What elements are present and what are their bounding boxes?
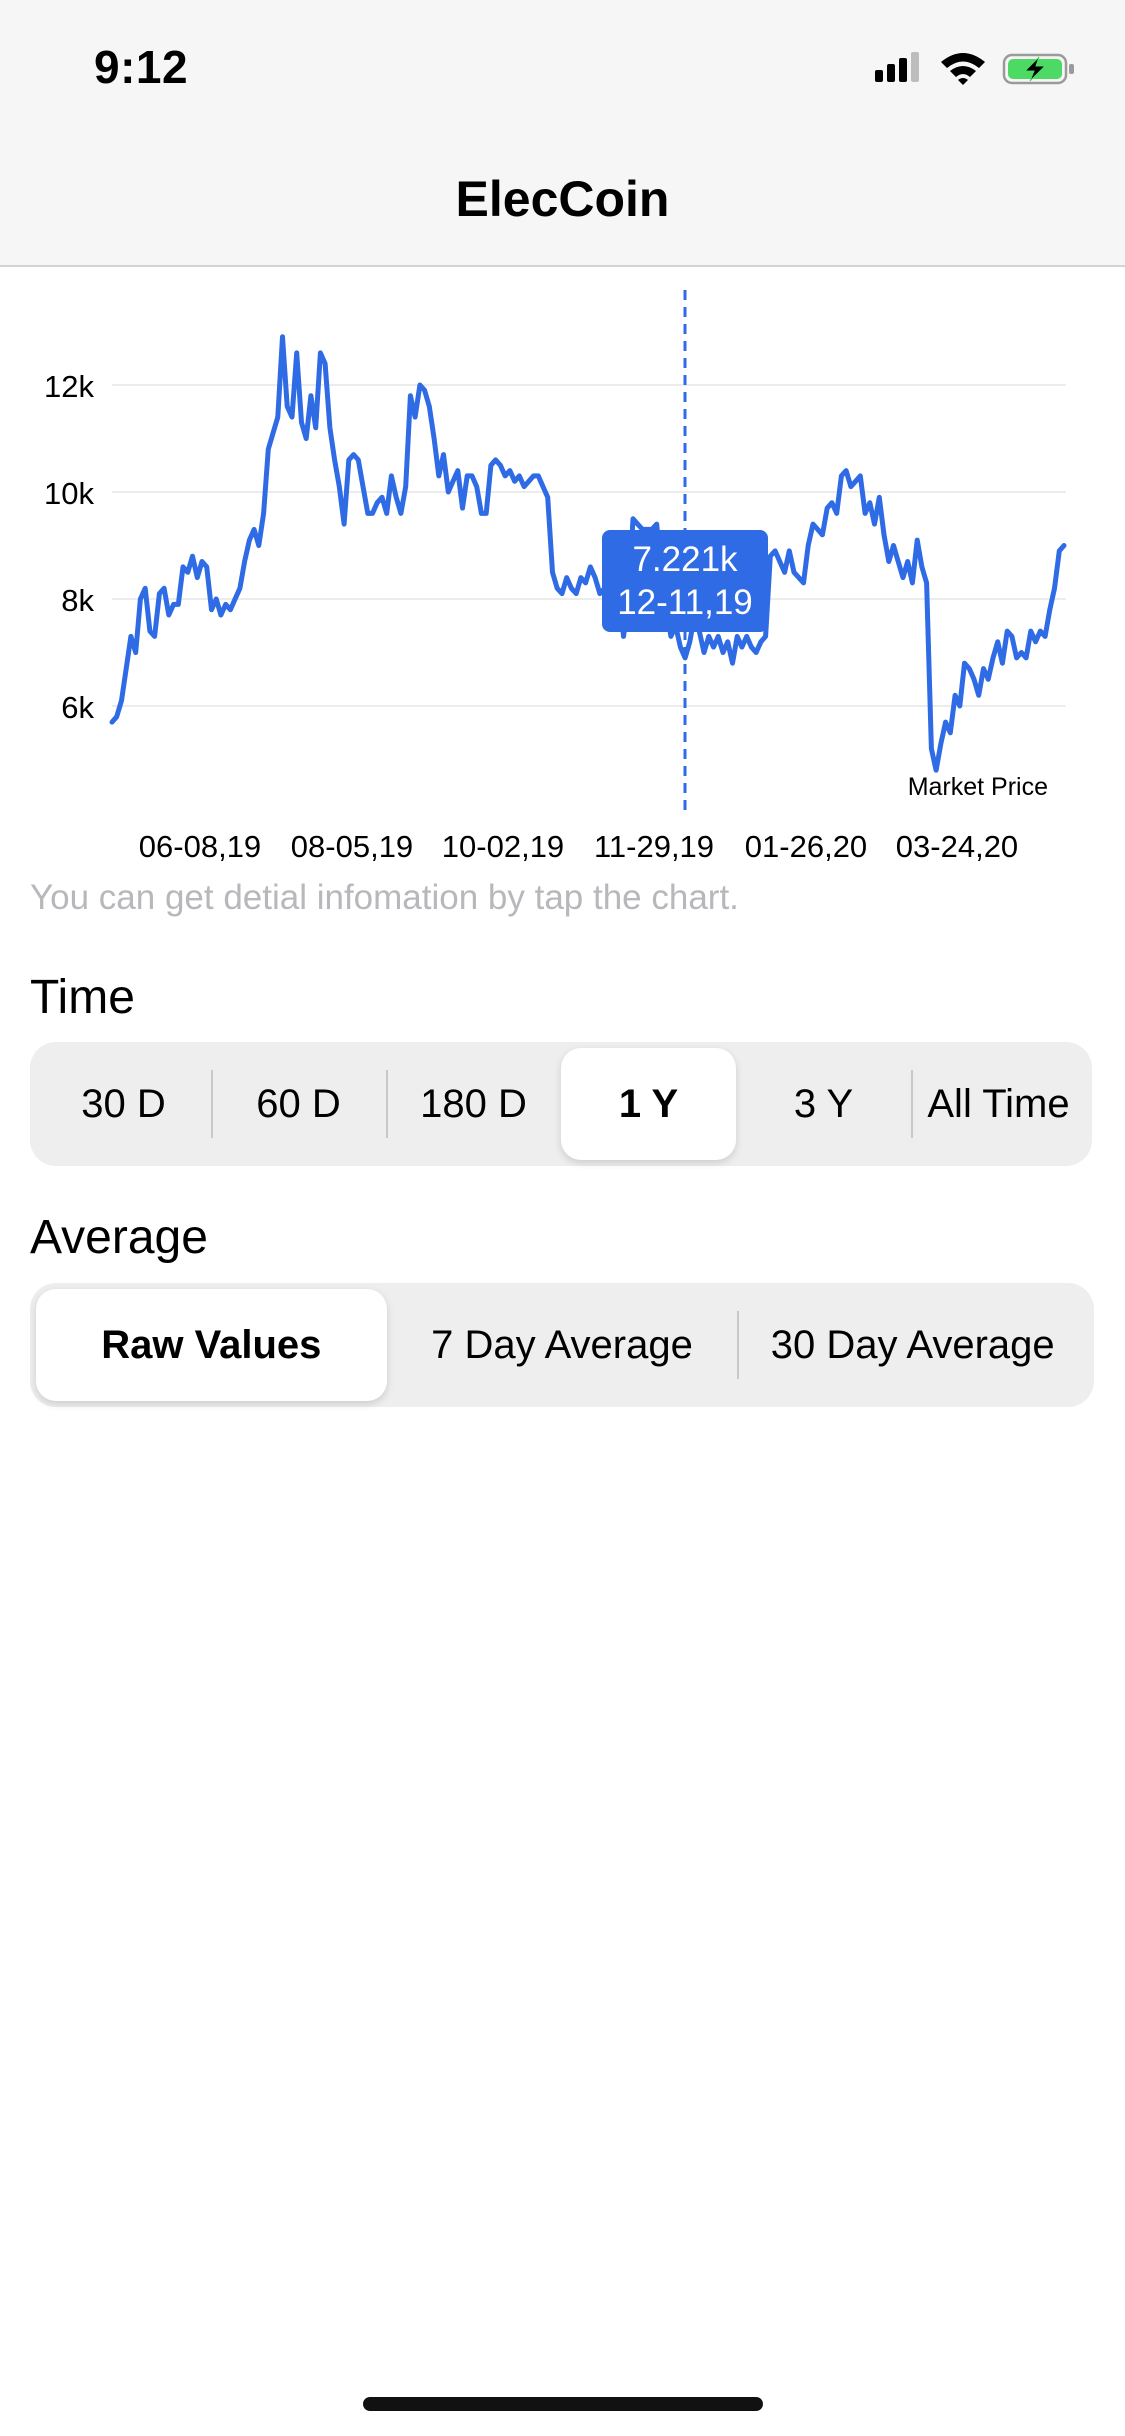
x-tick-label: 11-29,19	[594, 829, 714, 864]
tooltip-date: 12-11,19	[617, 583, 753, 622]
average-option-30-day-average[interactable]: 30 Day Average	[737, 1289, 1088, 1401]
average-segmented-control[interactable]: Raw Values 7 Day Average 30 Day Average	[30, 1283, 1094, 1407]
cellular-signal-icon	[875, 52, 919, 82]
time-option-180-d[interactable]: 180 D	[386, 1048, 561, 1160]
time-section-label: Time	[30, 971, 135, 1024]
status-time: 9:12	[94, 41, 189, 93]
status-bar: 9:12	[0, 0, 1125, 130]
time-option-3-y[interactable]: 3 Y	[793, 1081, 854, 1126]
x-tick-label: 03-24,20	[896, 829, 1018, 864]
y-tick-label: 6k	[61, 690, 94, 725]
price-line	[109, 334, 1067, 773]
tooltip-box	[602, 530, 768, 632]
x-tick-label: 01-26,20	[745, 829, 867, 864]
average-option-7-day-average[interactable]: 7 Day Average	[431, 1322, 693, 1367]
series-label: Market Price	[908, 773, 1048, 801]
chart-hint-text: You can get detial infomation by tap the…	[30, 878, 739, 917]
x-tick-label: 10-02,19	[442, 829, 564, 864]
x-tick-label: 08-05,19	[291, 829, 413, 864]
y-tick-label: 12k	[44, 369, 94, 404]
x-tick-label: 06-08,19	[139, 829, 261, 864]
time-option-60-d[interactable]: 60 D	[211, 1048, 386, 1160]
time-option-all-time[interactable]: All Time	[911, 1048, 1086, 1160]
price-chart-svg[interactable]: 12k 10k 8k 6k 06-08,19 08-05,19 10-02,19 11-29,…	[0, 270, 1125, 870]
average-section-label: Average	[30, 1211, 208, 1264]
tooltip-value: 7.221k	[632, 540, 738, 579]
status-icons	[875, 52, 1074, 85]
home-indicator	[363, 2397, 763, 2411]
time-option-1-y[interactable]: 1 Y	[561, 1048, 736, 1160]
wifi-icon	[941, 53, 985, 85]
page-title: ElecCoin	[455, 171, 670, 227]
y-tick-label: 8k	[61, 583, 94, 618]
y-tick-label: 10k	[44, 476, 94, 511]
navigation-bar: ElecCoin	[0, 130, 1125, 267]
battery-charging-icon	[1002, 53, 1074, 85]
price-chart[interactable]: 12k 10k 8k 6k 06-08,19 08-05,19 10-02,19 11-29,…	[0, 270, 1125, 870]
time-option-30-d[interactable]: 30 D	[81, 1081, 166, 1126]
average-option-raw-values[interactable]: Raw Values	[36, 1289, 387, 1401]
